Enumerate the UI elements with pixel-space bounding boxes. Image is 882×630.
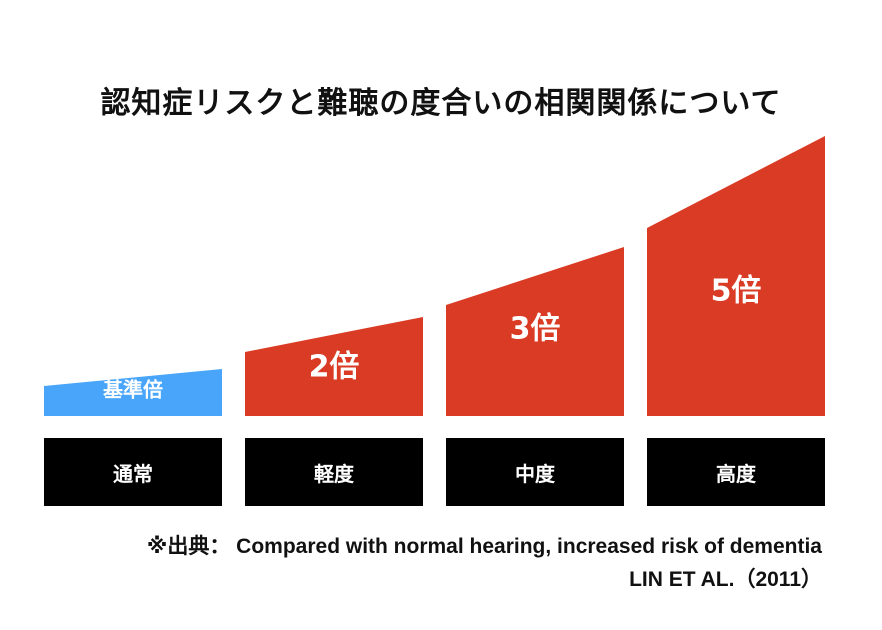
bar-value-label-3: 3倍 <box>510 312 561 347</box>
category-label-2: 軽度 <box>245 438 423 506</box>
category-label-3: 中度 <box>446 438 624 506</box>
bar-4 <box>647 136 825 416</box>
bar-2 <box>245 317 423 416</box>
category-label-1: 通常 <box>44 438 222 506</box>
category-label-4: 高度 <box>647 438 825 506</box>
bar-3 <box>446 247 624 416</box>
chart-title: 認知症リスクと難聴の度合いの相関関係について <box>100 86 782 121</box>
source-citation: ※出典： Compared with normal hearing, incre… <box>146 535 822 558</box>
bar-value-label-2: 2倍 <box>309 350 360 385</box>
source-author: LIN ET AL.（2011） <box>629 568 822 591</box>
bar-value-label-1: 基準倍 <box>103 378 163 402</box>
bar-1 <box>44 369 222 416</box>
bar-value-label-4: 5倍 <box>711 274 762 309</box>
